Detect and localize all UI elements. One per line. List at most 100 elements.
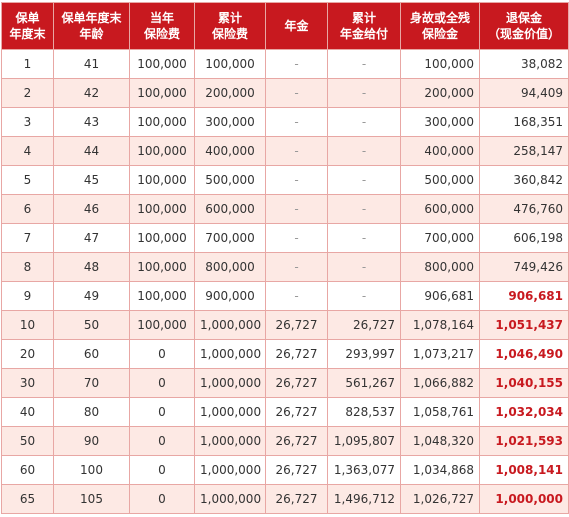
cell-surrender-value: 360,842: [479, 165, 569, 195]
cell-policy-year: 9: [1, 281, 54, 311]
cell-death-benefit: 1,066,882: [400, 368, 480, 398]
cell-annuity: -: [265, 107, 328, 137]
cell-annual-premium: 100,000: [129, 107, 195, 137]
table-row: 1 41 100,000 100,000- -100,000 38,082: [1, 49, 569, 79]
cell-cumulative-premium: 300,000: [194, 107, 266, 137]
cell-surrender-value: 168,351: [479, 107, 569, 137]
cell-surrender-value: 94,409: [479, 78, 569, 108]
cell-annuity: -: [265, 136, 328, 166]
cell-surrender-value: 1,040,155: [479, 368, 569, 398]
cell-annual-premium: 0: [129, 368, 195, 398]
cell-annual-premium: 100,000: [129, 78, 195, 108]
cell-annual-premium: 100,000: [129, 310, 195, 340]
cell-cumulative-annuity: -: [327, 281, 401, 311]
cell-age: 60: [53, 339, 130, 369]
cell-annual-premium: 100,000: [129, 136, 195, 166]
table-row: 3 43 100,000 300,000- -300,000 168,351: [1, 107, 569, 137]
table-row: 65 105 0 1,000,000 26,727 1,496,712 1,026,727 1…: [1, 484, 569, 514]
cell-annual-premium: 0: [129, 339, 195, 369]
cell-cumulative-annuity: -: [327, 136, 401, 166]
cell-annuity: -: [265, 194, 328, 224]
cell-annual-premium: 100,000: [129, 281, 195, 311]
cell-cumulative-premium: 100,000: [194, 49, 266, 79]
cell-age: 42: [53, 78, 130, 108]
cell-cumulative-premium: 400,000: [194, 136, 266, 166]
cell-age: 45: [53, 165, 130, 195]
header-cumulative-annuity: 累计 年金给付: [327, 2, 401, 50]
cell-death-benefit: 100,000: [400, 49, 480, 79]
cell-cumulative-annuity: 828,537: [327, 397, 401, 427]
cell-cumulative-premium: 700,000: [194, 223, 266, 253]
cell-surrender-value: 1,021,593: [479, 426, 569, 456]
cell-policy-year: 65: [1, 484, 54, 514]
cell-policy-year: 60: [1, 455, 54, 485]
cell-policy-year: 5: [1, 165, 54, 195]
cell-annuity: -: [265, 223, 328, 253]
cell-surrender-value: 1,046,490: [479, 339, 569, 369]
cell-age: 70: [53, 368, 130, 398]
cell-cumulative-premium: 1,000,000: [194, 368, 266, 398]
header-death-benefit: 身故或全残 保险金: [400, 2, 480, 50]
cell-policy-year: 30: [1, 368, 54, 398]
cell-age: 80: [53, 397, 130, 427]
cell-death-benefit: 400,000: [400, 136, 480, 166]
cell-annuity: 26,727: [265, 426, 328, 456]
cell-policy-year: 40: [1, 397, 54, 427]
cell-age: 100: [53, 455, 130, 485]
cell-annuity: 26,727: [265, 310, 328, 340]
table-row: 10 50 100,000 1,000,000 26,727 26,727 1,078,16…: [1, 310, 569, 340]
cell-policy-year: 7: [1, 223, 54, 253]
cell-death-benefit: 906,681: [400, 281, 480, 311]
cell-death-benefit: 800,000: [400, 252, 480, 282]
cell-surrender-value: 476,760: [479, 194, 569, 224]
table-row: 2 42 100,000 200,000- -200,000 94,409: [1, 78, 569, 108]
cell-cumulative-premium: 1,000,000: [194, 484, 266, 514]
cell-cumulative-annuity: -: [327, 49, 401, 79]
cell-cumulative-annuity: 1,496,712: [327, 484, 401, 514]
cell-death-benefit: 600,000: [400, 194, 480, 224]
cell-annuity: -: [265, 49, 328, 79]
cell-age: 43: [53, 107, 130, 137]
cell-cumulative-premium: 1,000,000: [194, 455, 266, 485]
cell-annual-premium: 100,000: [129, 49, 195, 79]
table-row: 5 45 100,000 500,000- -500,000 360,842: [1, 165, 569, 195]
header-age: 保单年度末 年龄: [53, 2, 130, 50]
cell-annuity: -: [265, 281, 328, 311]
header-annuity: 年金: [265, 2, 328, 50]
cell-death-benefit: 1,073,217: [400, 339, 480, 369]
cell-policy-year: 2: [1, 78, 54, 108]
table-row: 4 44 100,000 400,000- -400,000 258,147: [1, 136, 569, 166]
cell-age: 105: [53, 484, 130, 514]
cell-policy-year: 3: [1, 107, 54, 137]
cell-age: 48: [53, 252, 130, 282]
cell-death-benefit: 700,000: [400, 223, 480, 253]
cell-death-benefit: 500,000: [400, 165, 480, 195]
cell-age: 90: [53, 426, 130, 456]
cell-cumulative-annuity: 1,363,077: [327, 455, 401, 485]
cell-cumulative-premium: 500,000: [194, 165, 266, 195]
table-row: 9 49 100,000 900,000- -906,681 906,681: [1, 281, 569, 311]
cell-death-benefit: 1,078,164: [400, 310, 480, 340]
cell-policy-year: 6: [1, 194, 54, 224]
cell-annual-premium: 0: [129, 455, 195, 485]
cell-cumulative-annuity: 293,997: [327, 339, 401, 369]
table-body: 1 41 100,000 100,000- -100,000 38,082 2 42 100,0…: [1, 49, 569, 514]
cell-cumulative-annuity: 561,267: [327, 368, 401, 398]
cell-death-benefit: 1,026,727: [400, 484, 480, 514]
cell-cumulative-annuity: -: [327, 194, 401, 224]
cell-annuity: 26,727: [265, 455, 328, 485]
cell-annuity: 26,727: [265, 397, 328, 427]
cell-annuity: -: [265, 165, 328, 195]
cell-cumulative-annuity: 26,727: [327, 310, 401, 340]
header-surrender-value: 退保金 （现金价值）: [479, 2, 569, 50]
header-row: 保单 年度末 保单年度末 年龄 当年 保险费 累计 保险费 年金 累计 年金给付…: [1, 2, 569, 50]
cell-policy-year: 4: [1, 136, 54, 166]
header-annual-premium: 当年 保险费: [129, 2, 195, 50]
cell-annual-premium: 100,000: [129, 194, 195, 224]
cell-annuity: 26,727: [265, 484, 328, 514]
cell-death-benefit: 300,000: [400, 107, 480, 137]
cell-annuity: -: [265, 78, 328, 108]
cell-surrender-value: 606,198: [479, 223, 569, 253]
cell-annual-premium: 0: [129, 426, 195, 456]
